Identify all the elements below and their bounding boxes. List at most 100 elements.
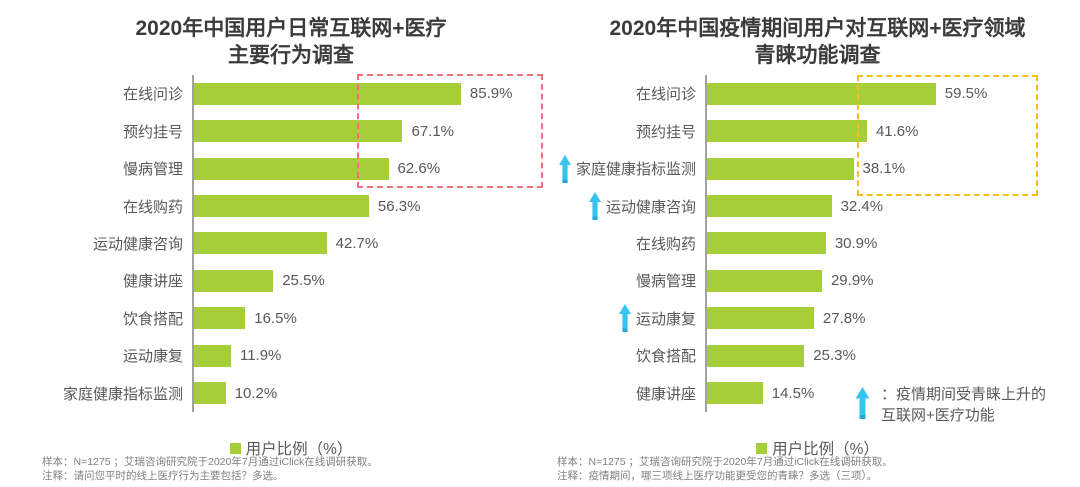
- value-label: 11.9%: [239, 347, 282, 365]
- bar-track: 59.5%: [705, 75, 1080, 113]
- footnote-question-line: 注释：疫情期间，哪三项线上医疗功能更受您的青睐？多选（三项）。: [557, 469, 878, 482]
- value-label: 29.9%: [830, 272, 874, 290]
- bar-track: 56.3%: [192, 187, 542, 225]
- category-label: 在线购药: [122, 198, 183, 216]
- category-label: 健康讲座: [122, 273, 183, 291]
- category-label-cell: 在线问诊: [555, 83, 705, 104]
- category-label-cell: 在线购药: [555, 233, 705, 254]
- bar: [707, 382, 763, 405]
- bar: [194, 232, 327, 255]
- category-label-cell: 预约挂号: [40, 121, 192, 142]
- value-label: 42.7%: [335, 234, 379, 252]
- bar-row: 在线购药 30.9%: [555, 224, 1080, 263]
- value-label: 25.5%: [282, 272, 325, 290]
- bar-row: 运动康复 27.8%: [555, 299, 1080, 338]
- bar: [194, 344, 231, 367]
- category-label-cell: 预约挂号: [555, 121, 705, 142]
- bar: [194, 382, 226, 405]
- category-label: 在线问诊: [122, 86, 183, 104]
- bar: [194, 269, 274, 292]
- bar-track: 62.6%: [192, 149, 542, 188]
- bar-row: 在线购药 56.3%: [40, 187, 542, 225]
- up-arrow-icon: [618, 304, 631, 333]
- value-label: 14.5%: [771, 384, 815, 402]
- bar-row: 家庭健康指标监测 38.1%: [555, 149, 1080, 188]
- category-label-cell: 健康讲座: [40, 270, 192, 291]
- footnote: 样本：N=1275 ；艾瑞咨询研究院于2020年7月通过iClick在线调研获取…: [557, 456, 1080, 483]
- bar-track: 38.1%: [705, 149, 1080, 188]
- category-label: 家庭健康指标监测: [575, 161, 696, 179]
- value-label: 27.8%: [822, 309, 866, 327]
- category-label: 饮食搭配: [122, 310, 183, 328]
- legend-label: 用户比例（%）: [245, 441, 353, 458]
- category-label-cell: 饮食搭配: [40, 308, 192, 329]
- value-label: 59.5%: [944, 85, 988, 103]
- arrow-legend-text: ：疫情期间受青睐上升的 互联网+医疗功能: [881, 384, 1046, 426]
- arrow-legend-line1: ：疫情期间受青睐上升的: [881, 386, 1047, 403]
- category-label: 健康讲座: [635, 385, 696, 403]
- bar-track: 14.5%: [705, 374, 1080, 412]
- bar-track: 25.5%: [192, 262, 542, 300]
- category-label-cell: 在线问诊: [40, 83, 192, 104]
- bar: [194, 82, 461, 105]
- bar-track: 27.8%: [705, 299, 1080, 338]
- value-label: 16.5%: [254, 309, 297, 327]
- value-label: 38.1%: [862, 160, 906, 178]
- category-label-cell: 运动健康咨询: [555, 192, 705, 221]
- category-label: 运动健康咨询: [605, 198, 696, 216]
- category-label: 慢病管理: [122, 161, 183, 179]
- bar-track: 16.5%: [192, 299, 542, 338]
- arrow-legend-line2: 互联网+医疗功能: [881, 407, 995, 424]
- category-label: 在线购药: [635, 235, 696, 253]
- bar: [707, 307, 814, 330]
- bar-track: 11.9%: [192, 337, 542, 375]
- category-label: 饮食搭配: [635, 348, 696, 366]
- bar-track: 32.4%: [705, 187, 1080, 225]
- value-label: 25.3%: [813, 347, 856, 365]
- bar: [707, 344, 805, 367]
- category-label: 运动康复: [122, 348, 183, 366]
- bar: [707, 82, 936, 105]
- bar: [707, 269, 822, 292]
- bar-row: 家庭健康指标监测 10.2%: [40, 374, 542, 412]
- chart-title-line2: 青睐功能调查: [754, 44, 881, 67]
- value-label: 30.9%: [834, 234, 878, 252]
- bar-row: 慢病管理 62.6%: [40, 149, 542, 188]
- category-label: 运动健康咨询: [92, 235, 183, 253]
- category-label: 预约挂号: [122, 123, 183, 141]
- legend: 用户比例（%）: [555, 437, 1080, 459]
- value-label: 10.2%: [234, 384, 278, 402]
- bar-row: 饮食搭配 25.3%: [555, 337, 1080, 375]
- up-arrow-icon: [588, 192, 601, 221]
- legend: 用户比例（%）: [40, 437, 542, 459]
- bar: [194, 195, 369, 218]
- chart-pandemic-preference: 2020年中国疫情期间用户对互联网+医疗领域 青睐功能调查 在线问诊 59.5% 预…: [555, 10, 1080, 487]
- bar: [194, 307, 246, 330]
- bar: [707, 157, 854, 180]
- category-label-cell: 在线购药: [40, 196, 192, 217]
- bar-track: 85.9%: [192, 75, 542, 113]
- bar-track: 25.3%: [705, 337, 1080, 375]
- plot-area: 在线问诊 85.9% 预约挂号 67.1% 慢病管理 62.6% 在线购药 56.3% 运动健康…: [40, 75, 542, 412]
- footnote: 样本：N=1275 ；艾瑞咨询研究院于2020年7月通过iClick在线调研获取…: [42, 456, 542, 483]
- bar-track: 29.9%: [705, 262, 1080, 300]
- bar-track: 10.2%: [192, 374, 542, 412]
- plot-area: 在线问诊 59.5% 预约挂号 41.6% 家庭健康指标监测 38.1% 运动健康咨询 32.…: [555, 75, 1080, 412]
- bar-track: 30.9%: [705, 224, 1080, 263]
- category-label-cell: 饮食搭配: [555, 345, 705, 366]
- value-label: 32.4%: [840, 197, 884, 215]
- bar-row: 运动健康咨询 32.4%: [555, 187, 1080, 225]
- chart-daily-behavior: 2020年中国用户日常互联网+医疗 主要行为调查 在线问诊 85.9% 预约挂号 67…: [40, 10, 543, 487]
- chart-title-line2: 主要行为调查: [228, 44, 354, 67]
- legend-label: 用户比例（%）: [772, 441, 879, 458]
- category-label-cell: 运动健康咨询: [40, 233, 192, 254]
- value-label: 67.1%: [411, 122, 455, 140]
- category-label-cell: 慢病管理: [555, 270, 705, 291]
- chart-title-line1: 2020年中国疫情期间用户对互联网+医疗领域: [609, 17, 1026, 40]
- bar: [707, 120, 867, 143]
- bar-row: 预约挂号 41.6%: [555, 112, 1080, 150]
- category-label: 预约挂号: [635, 123, 696, 141]
- category-label-cell: 慢病管理: [40, 158, 192, 179]
- up-arrow-icon: [855, 387, 870, 419]
- bar-track: 42.7%: [192, 224, 542, 263]
